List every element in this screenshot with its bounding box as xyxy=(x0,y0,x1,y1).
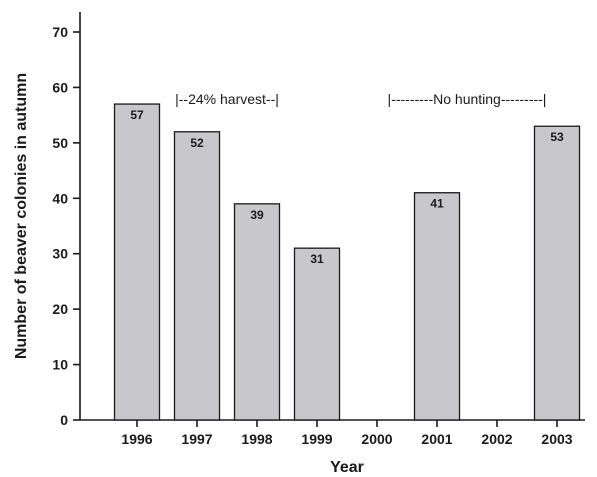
y-tick-label: 50 xyxy=(52,135,68,151)
y-tick-label: 0 xyxy=(60,412,68,428)
bars: 57 52 39 31 41 53 xyxy=(113,103,581,421)
bar-value-label: 53 xyxy=(550,130,564,144)
y-axis-title: Number of beaver colonies in autumn xyxy=(13,73,30,359)
y-tick-label: 30 xyxy=(52,246,68,262)
x-axis-ticks: 1996 1997 1998 1999 2000 2001 2002 2003 xyxy=(121,420,573,447)
y-tick-label: 40 xyxy=(52,190,68,206)
x-tick-label: 1999 xyxy=(301,431,332,447)
bar-value-label: 41 xyxy=(430,197,444,211)
bar-value-label: 39 xyxy=(250,208,264,222)
y-axis-ticks: 0 10 20 30 40 50 60 70 xyxy=(52,24,80,428)
period-annotation: |---------No hunting---------| xyxy=(388,91,547,107)
bar xyxy=(113,103,161,421)
bar xyxy=(173,131,221,421)
bar-value-label: 57 xyxy=(130,108,144,122)
bar xyxy=(293,247,341,421)
bar xyxy=(413,192,461,421)
x-tick-label: 2001 xyxy=(421,431,452,447)
x-tick-label: 1998 xyxy=(241,431,272,447)
y-tick-label: 60 xyxy=(52,79,68,95)
x-axis-title: Year xyxy=(330,459,364,476)
y-tick-label: 70 xyxy=(52,24,68,40)
period-annotation: |--24% harvest--| xyxy=(175,91,279,107)
x-tick-label: 2002 xyxy=(481,431,512,447)
y-tick-label: 20 xyxy=(52,301,68,317)
bar xyxy=(533,125,581,421)
x-tick-label: 2003 xyxy=(541,431,572,447)
bar-value-label: 31 xyxy=(310,252,324,266)
x-tick-label: 1996 xyxy=(121,431,152,447)
x-tick-label: 1997 xyxy=(181,431,212,447)
y-tick-label: 10 xyxy=(52,357,68,373)
bar xyxy=(233,203,281,421)
x-tick-label: 2000 xyxy=(361,431,392,447)
bar-value-label: 52 xyxy=(190,136,204,150)
annotations: |--24% harvest--| |---------No hunting---… xyxy=(175,91,546,107)
